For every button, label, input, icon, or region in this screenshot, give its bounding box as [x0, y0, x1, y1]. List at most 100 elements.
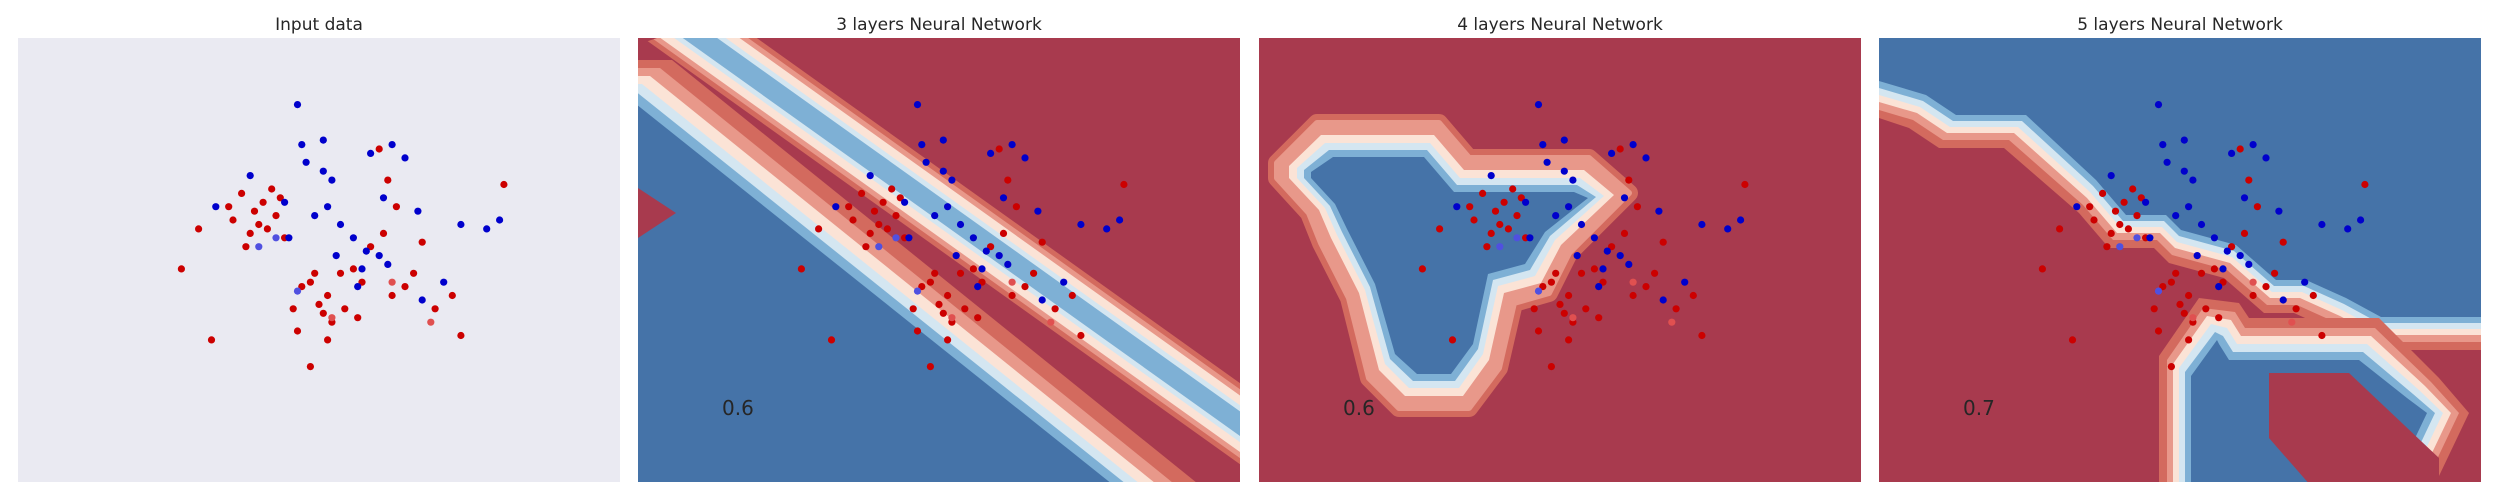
data-point-class0 — [1590, 265, 1598, 273]
data-point-class1 — [324, 203, 332, 211]
data-point-class0 — [870, 207, 879, 215]
data-point-class0 — [1539, 283, 1547, 291]
data-point-class0 — [956, 269, 965, 277]
data-point-class1 — [1543, 158, 1551, 166]
data-point-class0 — [367, 243, 375, 251]
data-point-class1 — [418, 296, 426, 304]
data-point-class0 — [2288, 318, 2296, 326]
data-point-class1 — [1620, 194, 1629, 202]
scatter-points — [1418, 101, 1749, 371]
data-point-class1 — [875, 243, 883, 251]
data-point-class1 — [2344, 225, 2352, 233]
data-point-class0 — [276, 194, 284, 202]
data-point-class1 — [1539, 141, 1547, 149]
data-point-class0 — [2279, 238, 2287, 246]
score-label: 0.6 — [1343, 396, 1375, 420]
data-point-class1 — [2245, 260, 2253, 268]
data-point-class1 — [1004, 260, 1012, 268]
data-point-class1 — [1021, 154, 1029, 162]
data-point-class0 — [1620, 229, 1629, 237]
data-point-class0 — [849, 216, 857, 224]
data-point-class0 — [918, 283, 926, 291]
data-point-class1 — [931, 212, 939, 220]
data-point-class0 — [1436, 225, 1444, 233]
data-point-class1 — [2116, 243, 2124, 251]
data-point-class1 — [995, 252, 1003, 260]
data-point-class0 — [987, 243, 995, 251]
panel-title: Input data — [275, 15, 363, 35]
data-point-class1 — [974, 283, 982, 291]
data-point-class0 — [1496, 220, 1504, 229]
data-point-class1 — [1590, 234, 1598, 242]
data-point-class1 — [1629, 141, 1637, 149]
data-point-class1 — [1655, 207, 1663, 215]
data-point-class1 — [1038, 296, 1046, 304]
data-point-class1 — [414, 207, 422, 215]
data-point-class0 — [1487, 229, 1495, 237]
data-point-class0 — [1547, 363, 1555, 371]
data-point-class1 — [1573, 252, 1581, 260]
data-point-class0 — [1038, 238, 1046, 246]
data-point-class0 — [375, 145, 383, 153]
data-point-class0 — [1491, 207, 1500, 215]
data-point-class1 — [255, 243, 263, 251]
data-point-class1 — [1116, 216, 1124, 224]
data-point-class0 — [2090, 216, 2098, 224]
data-point-class0 — [944, 291, 952, 300]
data-point-class1 — [1560, 136, 1568, 144]
data-point-class0 — [1483, 243, 1491, 251]
data-point-class1 — [2154, 101, 2163, 109]
data-point-class0 — [2068, 336, 2077, 344]
data-point-class1 — [319, 167, 327, 175]
data-point-class0 — [2154, 327, 2163, 335]
data-point-class0 — [177, 265, 185, 273]
data-point-class0 — [448, 291, 456, 300]
data-point-class0 — [1599, 278, 1607, 286]
data-point-class1 — [2159, 141, 2167, 149]
data-point-class0 — [935, 300, 943, 308]
data-point-class0 — [1004, 176, 1012, 184]
data-point-class0 — [384, 176, 392, 184]
data-point-class1 — [388, 141, 396, 149]
data-point-class1 — [362, 247, 370, 255]
data-point-class1 — [952, 252, 960, 260]
data-point-class0 — [349, 265, 357, 273]
data-point-class1 — [905, 234, 913, 242]
data-point-class0 — [892, 212, 900, 220]
data-point-class1 — [2180, 136, 2188, 144]
data-point-class1 — [2279, 296, 2287, 304]
data-point-class0 — [2176, 300, 2184, 308]
data-point-class1 — [948, 176, 956, 184]
data-point-class1 — [354, 283, 362, 291]
data-point-class0 — [2197, 269, 2206, 277]
data-point-class1 — [2301, 278, 2309, 286]
data-point-class0 — [2249, 291, 2257, 300]
data-point-class0 — [944, 336, 952, 344]
data-point-class0 — [1504, 225, 1512, 233]
data-point-class1 — [1560, 167, 1568, 175]
data-point-class1 — [1616, 252, 1624, 260]
data-point-class1 — [336, 220, 345, 229]
data-point-class0 — [909, 305, 917, 313]
data-point-class0 — [2236, 145, 2244, 153]
data-point-class0 — [2038, 265, 2046, 273]
data-point-class0 — [1633, 203, 1641, 211]
data-point-class0 — [1741, 180, 1749, 189]
data-point-class0 — [246, 229, 254, 237]
data-point-class0 — [969, 265, 978, 273]
data-point-class0 — [431, 305, 439, 313]
data-point-class0 — [401, 283, 409, 291]
plot-area — [638, 38, 1240, 482]
data-point-class0 — [263, 225, 271, 233]
data-point-class1 — [1724, 225, 1732, 233]
data-point-class0 — [2185, 336, 2193, 344]
data-point-class0 — [1651, 269, 1659, 277]
data-point-class0 — [948, 314, 956, 322]
data-point-class0 — [354, 314, 362, 322]
data-point-class1 — [982, 247, 990, 255]
data-point-class0 — [2150, 305, 2158, 313]
data-point-class0 — [298, 283, 306, 291]
data-point-class0 — [255, 220, 263, 229]
data-point-class0 — [2124, 225, 2132, 233]
